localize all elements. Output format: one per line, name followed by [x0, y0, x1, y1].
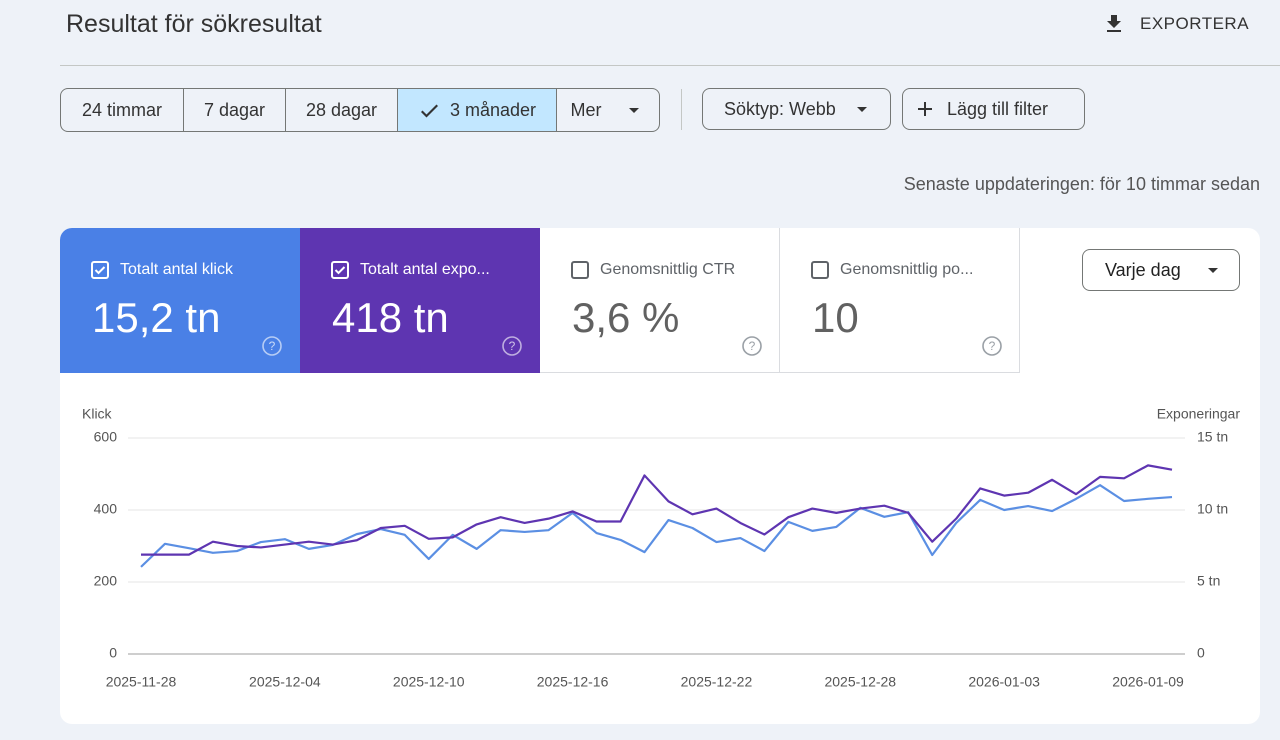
help-icon: ? — [502, 336, 522, 356]
date-range-label: 7 dagar — [203, 99, 266, 120]
series-line — [141, 464, 1173, 556]
check-icon — [420, 104, 438, 118]
search-type-button[interactable]: Söktyp: Webb — [702, 88, 891, 130]
x-tick-label: 2026-01-09 — [1112, 674, 1184, 690]
help-circle — [262, 336, 282, 356]
x-tick-label: 2025-12-22 — [681, 674, 753, 690]
caret — [856, 107, 867, 112]
metric-value: 3,6 % — [572, 294, 680, 341]
add-filter-label: Lägg till filter — [947, 98, 1049, 119]
search-type-label: Söktyp: Webb — [724, 98, 836, 119]
divider — [681, 89, 682, 130]
x-tick-label: 2025-12-28 — [824, 674, 896, 690]
series-line — [140, 484, 1173, 568]
date-range-label: 3 månader — [449, 99, 537, 120]
check — [420, 104, 438, 118]
caret — [1208, 268, 1218, 273]
help-circle — [502, 336, 522, 356]
metric-value: 10 — [812, 294, 859, 341]
metric-label: Totalt antal klick — [120, 261, 233, 278]
date-range-button[interactable]: 24 timmar — [61, 89, 183, 131]
metric-tile[interactable]: Genomsnittlig CTR 3,6 %? — [540, 228, 780, 373]
metric-value: 418 tn — [332, 294, 449, 341]
checkbox-check — [94, 266, 106, 275]
metric-tile[interactable]: Genomsnittlig po... 10? — [780, 228, 1020, 373]
help-icon: ? — [742, 336, 762, 356]
x-tick-label: 2025-12-04 — [249, 674, 321, 690]
date-range-group: 24 timmar 7 dagar 28 dagar 3 månader Mer — [60, 88, 660, 132]
checkbox — [331, 261, 349, 279]
y-tick-label: 400 — [94, 501, 118, 517]
date-range-button[interactable]: 3 månader — [397, 89, 556, 131]
date-range-button[interactable]: 7 dagar — [183, 89, 285, 131]
x-tick-label: 2025-12-16 — [537, 674, 609, 690]
help-q: ? — [749, 339, 756, 353]
date-range-label: 24 timmar — [81, 99, 162, 120]
y-tick-label: 0 — [109, 645, 117, 661]
help-icon: ? — [982, 336, 1002, 356]
metric-label: Genomsnittlig CTR — [600, 261, 736, 278]
date-range-label: Mer — [570, 99, 602, 120]
help-icon: ? — [262, 336, 282, 356]
performance-card: Klick Exponeringar 0 200 400 600 0 5 tn 10 tn 15 … — [60, 228, 1260, 724]
x-tick-label: 2025-12-10 — [393, 674, 465, 690]
checkbox — [811, 261, 829, 279]
download-icon[interactable] — [1102, 12, 1126, 36]
last-updated: Senaste uppdateringen: för 10 timmar sed… — [903, 174, 1260, 194]
y2-tick-label: 10 tn — [1197, 501, 1228, 517]
export-button[interactable]: EXPORTERA — [1140, 14, 1250, 33]
y2-tick-label: 0 — [1197, 645, 1205, 661]
y-tick-label: 600 — [94, 429, 118, 445]
checkbox-box — [811, 261, 829, 279]
date-range-button[interactable]: Mer — [556, 89, 659, 131]
checkbox — [91, 261, 109, 279]
date-range-button[interactable]: 28 dagar — [285, 89, 397, 131]
metric-label: Totalt antal expo... — [360, 261, 490, 278]
help-q: ? — [989, 339, 996, 353]
y2-tick-label: 15 tn — [1197, 429, 1228, 445]
metric-label: Genomsnittlig po... — [840, 261, 974, 278]
chart: Klick Exponeringar 0 200 400 600 0 5 tn 10 tn 15 … — [82, 406, 1241, 690]
y-axis-label: Klick — [82, 406, 113, 422]
help-q: ? — [269, 339, 276, 353]
page-title: Resultat för sökresultat — [66, 10, 322, 38]
date-range-label: 28 dagar — [305, 99, 378, 120]
metric-tile[interactable]: Totalt antal klick 15,2 tn? — [60, 228, 300, 373]
metric-tile[interactable]: Totalt antal expo... 418 tn? — [300, 228, 540, 373]
help-q: ? — [509, 339, 516, 353]
y-tick-label: 200 — [94, 573, 118, 589]
checkbox-box — [571, 261, 589, 279]
checkbox-box — [331, 261, 349, 279]
checkbox-check — [334, 266, 346, 275]
y2-axis-label: Exponeringar — [1157, 406, 1241, 422]
y2-tick-label: 5 tn — [1197, 573, 1220, 589]
caret-path — [628, 108, 639, 113]
caret — [628, 108, 639, 113]
checkbox-box — [91, 261, 109, 279]
help-circle — [742, 336, 762, 356]
add-filter-button[interactable]: Lägg till filter — [902, 88, 1085, 130]
metric-value: 15,2 tn — [92, 294, 221, 341]
granularity-label: Varje dag — [1105, 259, 1181, 280]
x-tick-label: 2025-11-28 — [106, 674, 177, 690]
x-tick-label: 2026-01-03 — [968, 674, 1040, 690]
header-rule — [60, 65, 1280, 66]
checkbox — [571, 261, 589, 279]
plus-icon — [918, 102, 932, 116]
help-circle — [982, 336, 1002, 356]
granularity-dropdown[interactable]: Varje dag — [1082, 249, 1240, 291]
